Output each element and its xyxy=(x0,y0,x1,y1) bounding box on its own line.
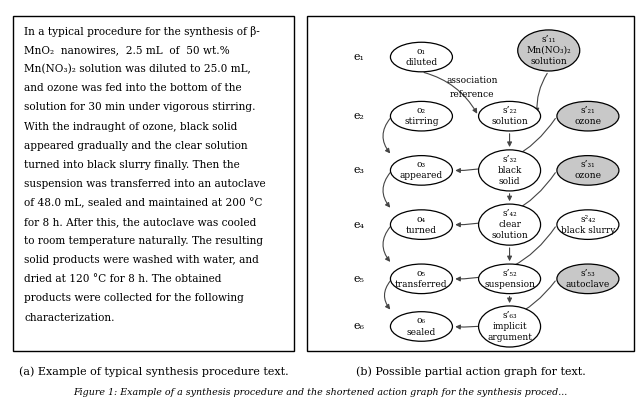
Text: o₁
diluted: o₁ diluted xyxy=(405,47,438,67)
Text: o₂
stirring: o₂ stirring xyxy=(404,106,438,126)
Text: suspension was transferred into an autoclave: suspension was transferred into an autoc… xyxy=(24,179,266,189)
Text: solution for 30 min under vigorous stirring.: solution for 30 min under vigorous stirr… xyxy=(24,103,255,113)
Text: e₂: e₂ xyxy=(354,111,365,121)
Text: s’₃₂
black
solid: s’₃₂ black solid xyxy=(497,155,522,186)
Ellipse shape xyxy=(557,101,619,131)
Text: turned into black slurry finally. Then the: turned into black slurry finally. Then t… xyxy=(24,160,240,170)
Ellipse shape xyxy=(479,264,541,294)
Text: products were collected for the following: products were collected for the followin… xyxy=(24,294,244,304)
Text: association: association xyxy=(446,75,498,85)
Text: s’₁₁
Mn(NO₃)₂
solution: s’₁₁ Mn(NO₃)₂ solution xyxy=(526,35,571,66)
Text: (b) Possible partial action graph for text.: (b) Possible partial action graph for te… xyxy=(356,366,585,377)
Text: o₆
sealed: o₆ sealed xyxy=(407,316,436,336)
Ellipse shape xyxy=(479,306,541,347)
Text: In a typical procedure for the synthesis of β-: In a typical procedure for the synthesis… xyxy=(24,26,260,37)
Ellipse shape xyxy=(557,156,619,185)
Text: s’₅₂
suspension: s’₅₂ suspension xyxy=(484,269,535,289)
Text: s’₂₂
solution: s’₂₂ solution xyxy=(491,106,528,126)
Text: appeared gradually and the clear solution: appeared gradually and the clear solutio… xyxy=(24,140,248,151)
Ellipse shape xyxy=(479,150,541,191)
Text: s’₅₃
autoclave: s’₅₃ autoclave xyxy=(566,269,610,289)
Text: reference: reference xyxy=(450,90,494,99)
Ellipse shape xyxy=(557,264,619,294)
Text: solid products were washed with water, and: solid products were washed with water, a… xyxy=(24,255,259,265)
Text: o₃
appeared: o₃ appeared xyxy=(400,160,443,180)
Text: and ozone was fed into the bottom of the: and ozone was fed into the bottom of the xyxy=(24,83,242,93)
Ellipse shape xyxy=(390,264,452,294)
Text: Mn(NO₃)₂ solution was diluted to 25.0 mL,: Mn(NO₃)₂ solution was diluted to 25.0 mL… xyxy=(24,64,251,75)
Text: MnO₂  nanowires,  2.5 mL  of  50 wt.%: MnO₂ nanowires, 2.5 mL of 50 wt.% xyxy=(24,45,230,55)
Text: for 8 h. After this, the autoclave was cooled: for 8 h. After this, the autoclave was c… xyxy=(24,217,257,227)
Text: e₁: e₁ xyxy=(354,52,365,62)
Text: of 48.0 mL, sealed and maintained at 200 °C: of 48.0 mL, sealed and maintained at 200… xyxy=(24,198,262,209)
Text: e₃: e₃ xyxy=(354,166,365,176)
Text: s’₄₂
clear
solution: s’₄₂ clear solution xyxy=(491,209,528,240)
Ellipse shape xyxy=(390,156,452,185)
Text: e₆: e₆ xyxy=(354,322,365,332)
Text: o₄
turned: o₄ turned xyxy=(406,215,437,235)
Ellipse shape xyxy=(479,204,541,245)
Text: s’₂₁
ozone: s’₂₁ ozone xyxy=(575,106,602,126)
Text: s’₃₁
ozone: s’₃₁ ozone xyxy=(575,160,602,180)
Ellipse shape xyxy=(390,210,452,239)
Text: Figure 1: Example of a synthesis procedure and the shortened action graph for th: Figure 1: Example of a synthesis procedu… xyxy=(73,388,567,397)
Text: o₅
transferred: o₅ transferred xyxy=(395,269,448,289)
Ellipse shape xyxy=(518,30,580,71)
Ellipse shape xyxy=(390,42,452,72)
Text: dried at 120 °C for 8 h. The obtained: dried at 120 °C for 8 h. The obtained xyxy=(24,275,221,284)
Text: s’₆₃
implicit
argument: s’₆₃ implicit argument xyxy=(487,311,532,342)
Text: (a) Example of typical synthesis procedure text.: (a) Example of typical synthesis procedu… xyxy=(19,366,289,377)
Text: characterization.: characterization. xyxy=(24,312,115,322)
Text: e₅: e₅ xyxy=(354,274,365,284)
Text: s²₄₂
black slurry: s²₄₂ black slurry xyxy=(561,215,615,235)
Ellipse shape xyxy=(390,101,452,131)
Text: to room temperature naturally. The resulting: to room temperature naturally. The resul… xyxy=(24,236,263,246)
Ellipse shape xyxy=(557,210,619,239)
Text: With the indraught of ozone, black solid: With the indraught of ozone, black solid xyxy=(24,122,237,132)
Ellipse shape xyxy=(479,101,541,131)
Ellipse shape xyxy=(390,312,452,341)
Text: e₄: e₄ xyxy=(354,219,365,229)
